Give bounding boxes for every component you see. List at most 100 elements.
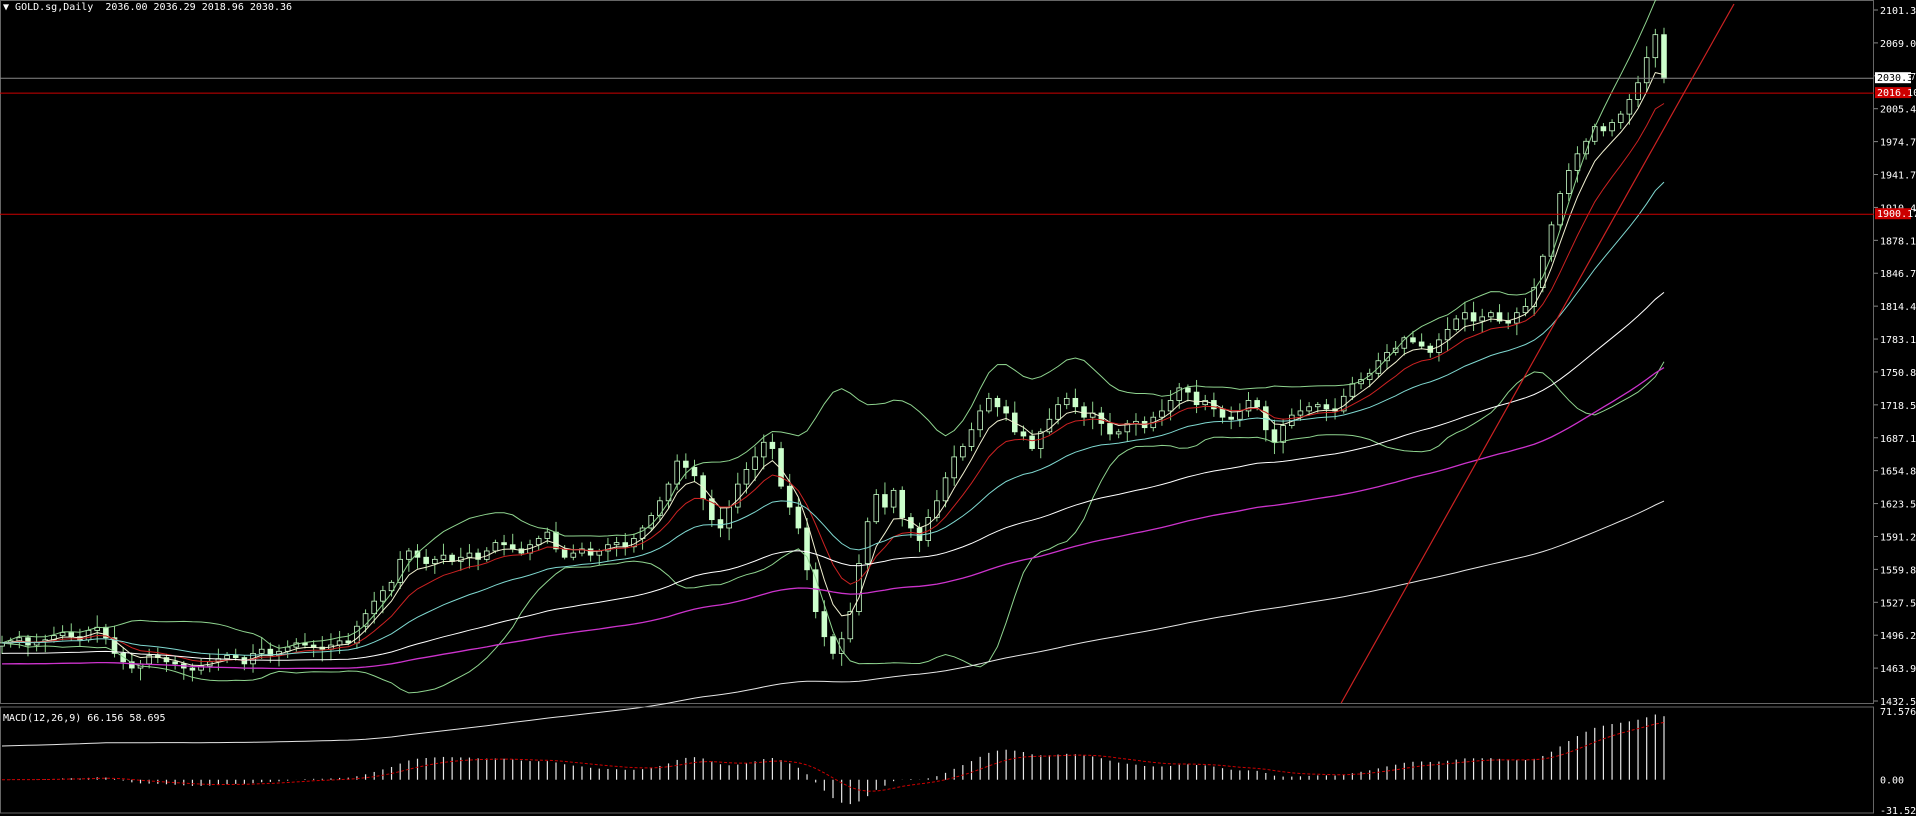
candle (1124, 423, 1131, 433)
candle (1063, 397, 1070, 406)
y-tick-label: 1432.55 (1880, 697, 1916, 708)
y-tick-label: 2005.40 (1880, 105, 1916, 116)
candle (691, 466, 698, 477)
last-price-tag (1875, 72, 1911, 84)
candle (1271, 429, 1278, 443)
candle (1306, 406, 1312, 412)
candle (847, 611, 854, 640)
candle (380, 590, 386, 602)
ma-200-line (1, 500, 1665, 747)
y-tick-label: 1559.85 (1880, 565, 1916, 576)
candle (1661, 34, 1667, 79)
candle (1072, 397, 1079, 408)
y-tick-label: 1750.80 (1880, 368, 1916, 379)
candle (258, 648, 265, 654)
candle (1185, 387, 1191, 393)
ma-60-line (1, 292, 1665, 661)
macd-frame (0, 706, 1874, 814)
candle (579, 548, 585, 554)
candle (821, 611, 828, 638)
candle (1159, 410, 1165, 418)
candle (994, 397, 1001, 408)
candle (1055, 404, 1061, 420)
candle (1418, 341, 1425, 347)
candle (960, 446, 966, 458)
candle (1496, 312, 1503, 322)
candle (1652, 34, 1659, 59)
level-price-tag (1875, 208, 1911, 220)
candle (1237, 410, 1243, 420)
candle (812, 569, 819, 613)
candle (1254, 400, 1260, 408)
candle (1280, 425, 1286, 443)
candle (1574, 153, 1581, 171)
candle (934, 500, 940, 518)
candle (1444, 329, 1451, 341)
candle (1505, 320, 1511, 324)
candle (1626, 99, 1633, 115)
ohlc-readout: 2036.00 2036.29 2018.96 2030.36 (105, 2, 293, 13)
trendline (1340, 3, 1735, 704)
candle (449, 554, 455, 562)
candle (354, 625, 360, 644)
y-tick-label: 1718.50 (1880, 401, 1916, 412)
candle (345, 640, 352, 644)
candle (172, 661, 178, 665)
ema-25-line (1, 181, 1665, 656)
candle (1488, 312, 1494, 318)
macd-pane[interactable] (0, 706, 1874, 814)
candle (1245, 400, 1252, 412)
price-pane[interactable] (0, 0, 1874, 747)
ma-100-line (1, 367, 1665, 670)
dropdown-icon[interactable]: ▼ (3, 2, 16, 13)
candle (683, 460, 689, 468)
candle (1410, 337, 1416, 343)
y-tick-label: 1783.10 (1880, 335, 1916, 346)
candle (1020, 431, 1027, 437)
candle (103, 626, 109, 639)
candle (1566, 170, 1572, 194)
y-tick-label: 1654.85 (1880, 467, 1916, 478)
candle (786, 485, 793, 508)
y-tick-label: 1974.75 (1880, 138, 1916, 149)
candle (224, 655, 230, 660)
candle (735, 483, 741, 508)
level-price-label: 2016.10 (1877, 88, 1916, 99)
bollinger-upper (1, 0, 1657, 649)
candle (1219, 408, 1226, 418)
candle (587, 548, 594, 556)
candle (129, 661, 135, 669)
bollinger-lower (1, 361, 1665, 694)
candle (535, 538, 542, 546)
y-tick-label: 1463.90 (1880, 664, 1916, 675)
candle (925, 517, 931, 541)
y-tick-label: 1591.20 (1880, 532, 1916, 543)
candle (717, 519, 724, 529)
candle (942, 477, 949, 502)
candle (882, 494, 888, 508)
candle (968, 429, 975, 447)
y-tick-label: 1687.15 (1880, 434, 1916, 445)
candle (406, 550, 412, 560)
candle (890, 489, 897, 508)
candle (501, 542, 507, 546)
candle (977, 410, 983, 431)
candle (1029, 435, 1035, 449)
candle (1522, 306, 1529, 314)
candle (1193, 391, 1200, 406)
candle (769, 441, 776, 449)
y-tick-label: 2069.05 (1880, 39, 1916, 50)
ema-5-line (1, 72, 1665, 667)
candle (1635, 82, 1641, 100)
candle (1600, 126, 1607, 132)
symbol-title: GOLD.sg,Daily (15, 2, 94, 13)
candle (1462, 312, 1468, 320)
ema-10-line (1, 103, 1665, 663)
candle (518, 548, 525, 554)
candle (1557, 193, 1563, 226)
chart-title: ▼ GOLD.sg,Daily 2036.00 2036.29 2018.96 … (3, 2, 292, 13)
candle (674, 460, 680, 485)
candle (1323, 404, 1330, 410)
y-tick-label: 2101.35 (1880, 6, 1916, 17)
